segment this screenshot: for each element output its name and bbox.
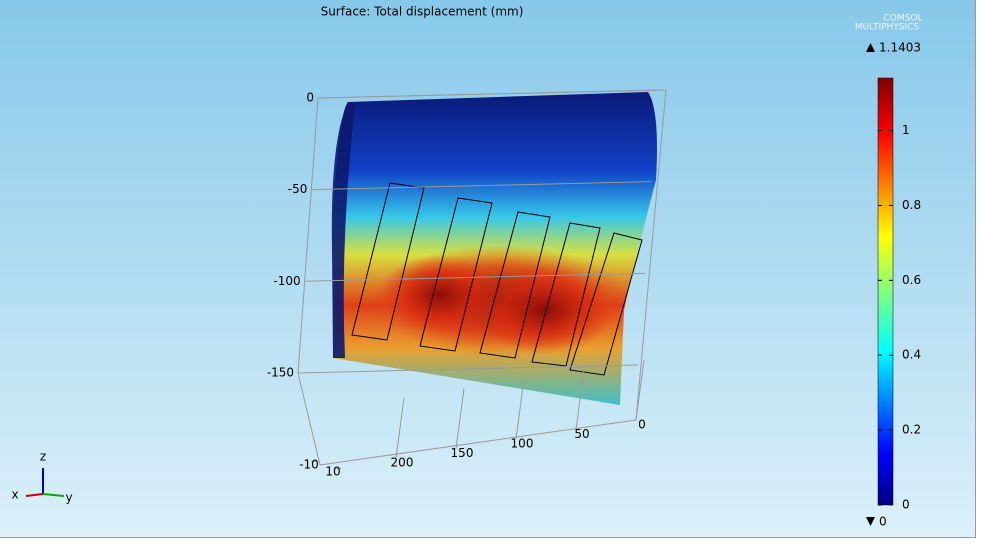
grid-line [395,397,405,459]
tick-mark [310,460,318,463]
x-tick-label: 10 [325,465,340,479]
grid-line [635,359,645,421]
colorbar-tick-label: 1 [902,123,910,137]
colorbar-tick-label: 0.6 [902,273,921,287]
triad [25,468,65,497]
colorbar [877,77,894,506]
triad-label: x [11,488,18,502]
logo: MULTIPHYSICS [855,23,920,33]
plot-title: Surface: Total displacement (mm) [321,5,524,19]
min-marker [866,517,875,526]
grid-line [575,369,585,430]
z-tick-label: 0 [306,91,314,105]
z-tick-label: -100 [273,274,300,288]
grid-line [304,272,645,282]
slot-outlines [351,182,643,376]
tick-mark [334,467,342,470]
grid-line [298,364,639,374]
z-tick-label: -150 [267,365,294,379]
colorbar-tick-label: 0.8 [902,198,921,212]
grid-line [317,89,659,99]
max-marker [866,43,875,52]
triad-label: y [65,491,72,505]
logo: COMSOL [884,14,923,24]
colorbar-tick-label: 0.4 [902,348,921,362]
z-tick-label: -50 [288,182,308,196]
y-tick-label: 200 [391,456,414,470]
y-tick-label: 100 [511,437,534,451]
y-tick-label: 50 [574,427,589,441]
y-tick-label: 0 [638,418,646,432]
grid-line [311,181,652,191]
y-tick-label: 150 [451,446,474,460]
grid-line [515,378,525,440]
colorbar-min: 0 [879,515,887,529]
colorbar-tick-label: 0 [902,498,910,512]
x-tick-label: -10 [299,458,319,472]
colorbar-tick-label: 0.2 [902,423,921,437]
surface [331,92,657,405]
grid-line [455,388,465,449]
colorbar-max: 1.1403 [879,41,921,55]
triad-label: z [40,450,46,464]
